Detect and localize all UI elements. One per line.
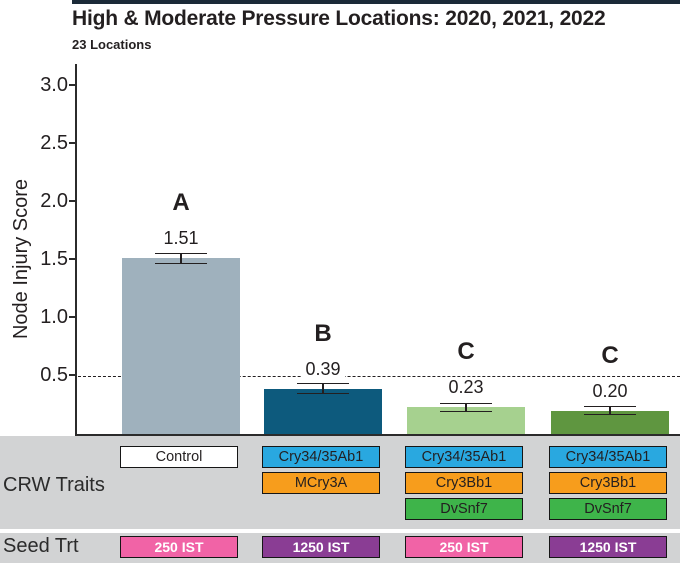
trait-box-cry34-35ab1: Cry34/35Ab1 [549, 446, 667, 468]
bar-value: 0.23 [407, 377, 525, 398]
trait-box-control: Control [120, 446, 238, 468]
trait-box-cry34-35ab1: Cry34/35Ab1 [405, 446, 523, 468]
error-bar [440, 402, 492, 412]
bar [264, 388, 382, 434]
trait-column: Cry34/35Ab1 Cry3Bb1 DvSnf7 [405, 446, 523, 524]
error-bar [584, 406, 636, 416]
bar-group-mcry3a: B 0.39 [264, 64, 382, 434]
y-tick-label: 2.0 [40, 190, 68, 212]
trait-box-dvsnf7: DvSnf7 [549, 498, 667, 520]
seed-box-250ist: 250 IST [120, 536, 238, 558]
trait-box-cry34-35ab1: Cry34/35Ab1 [262, 446, 380, 468]
error-bar [297, 383, 349, 395]
y-tick-label: 2.5 [40, 132, 68, 154]
seed-trt-row-label: Seed Trt [3, 535, 79, 557]
bar-letter: C [601, 341, 619, 369]
y-tick-mark [69, 84, 76, 86]
bar-value: 1.51 [122, 228, 240, 249]
error-bar [155, 252, 207, 265]
trait-box-mcry3a: MCry3A [262, 472, 380, 494]
y-tick-label: 1.0 [40, 306, 68, 328]
top-border-strip [72, 0, 680, 4]
chart-subtitle: 23 Locations [72, 37, 152, 52]
y-tick-mark [69, 316, 76, 318]
y-tick-mark [69, 142, 76, 144]
bar-letter: C [457, 338, 475, 366]
bar-group-control: A 1.51 [122, 64, 240, 434]
trait-column: Cry34/35Ab1 Cry3Bb1 DvSnf7 [549, 446, 667, 524]
y-tick-mark [69, 258, 76, 260]
threshold-line [78, 375, 680, 377]
crw-traits-row-label: CRW Traits [3, 474, 105, 496]
y-tick-mark [69, 200, 76, 202]
y-tick-label: 0.5 [40, 364, 68, 386]
chart-title: High & Moderate Pressure Locations: 2020… [72, 7, 606, 30]
bar-letter: A [172, 189, 190, 217]
bar-value: 0.20 [551, 380, 669, 402]
plot-area: A 1.51 B 0.39 C 0.23 C 0.20 [75, 64, 680, 436]
bar-value: 0.39 [264, 358, 382, 380]
bar-letter: B [314, 319, 332, 347]
trait-box-cry3bb1: Cry3Bb1 [405, 472, 523, 494]
bar [122, 258, 240, 434]
seed-box-1250ist: 1250 IST [549, 536, 667, 558]
y-tick-label: 3.0 [40, 74, 68, 96]
trait-column: Control [120, 446, 238, 472]
bar [551, 410, 669, 434]
trait-box-dvsnf7: DvSnf7 [405, 498, 523, 520]
bar-group-cry3bb1-1250: C 0.20 [551, 64, 669, 434]
y-tick-label: 1.5 [40, 248, 68, 270]
seed-box-1250ist: 1250 IST [262, 536, 380, 558]
trait-column: Cry34/35Ab1 MCry3A [262, 446, 380, 498]
seed-box-250ist: 250 IST [405, 536, 523, 558]
bar-group-cry3bb1-250: C 0.23 [407, 64, 525, 434]
y-tick-mark [69, 374, 76, 376]
trait-box-cry3bb1: Cry3Bb1 [549, 472, 667, 494]
